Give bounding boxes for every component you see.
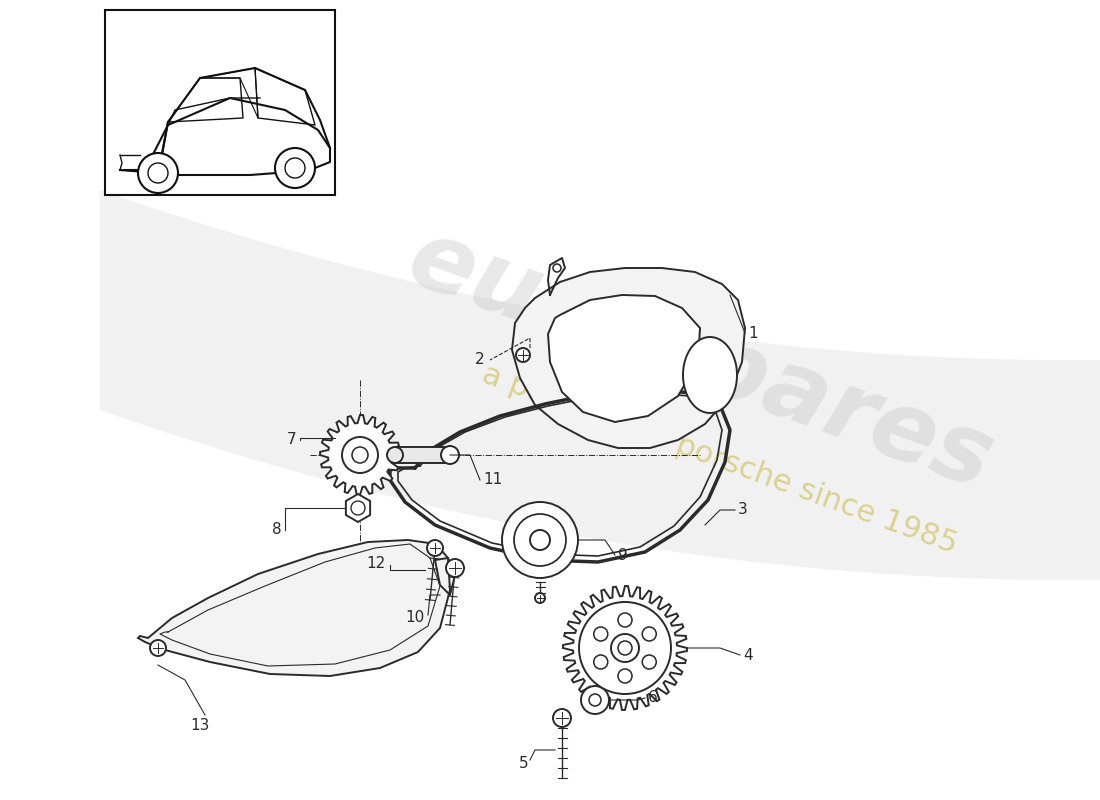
Circle shape (594, 627, 608, 641)
Circle shape (516, 348, 530, 362)
Circle shape (285, 158, 305, 178)
Circle shape (594, 655, 608, 669)
Text: 8: 8 (273, 522, 282, 538)
Circle shape (502, 502, 578, 578)
Polygon shape (683, 337, 737, 413)
Text: 5: 5 (518, 755, 528, 770)
Circle shape (342, 437, 378, 473)
Text: eurospares: eurospares (395, 211, 1005, 509)
Circle shape (610, 634, 639, 662)
Text: 6: 6 (648, 690, 658, 706)
Circle shape (535, 593, 544, 603)
Circle shape (642, 627, 657, 641)
Circle shape (588, 694, 601, 706)
Polygon shape (548, 295, 700, 422)
Text: 3: 3 (738, 502, 748, 518)
Circle shape (642, 655, 657, 669)
Circle shape (514, 514, 566, 566)
Circle shape (148, 163, 168, 183)
Circle shape (352, 447, 368, 463)
Circle shape (530, 530, 550, 550)
Circle shape (618, 613, 632, 627)
Circle shape (581, 686, 609, 714)
Polygon shape (100, 190, 1100, 580)
Polygon shape (320, 415, 400, 495)
Circle shape (618, 641, 632, 655)
Circle shape (275, 148, 315, 188)
Circle shape (351, 501, 365, 515)
Circle shape (446, 559, 464, 577)
Circle shape (387, 447, 403, 463)
Polygon shape (138, 540, 450, 676)
Bar (395, 447, 450, 463)
Polygon shape (563, 586, 688, 710)
Text: 12: 12 (366, 555, 386, 570)
Text: 13: 13 (190, 718, 210, 733)
Circle shape (441, 446, 459, 464)
Text: 10: 10 (406, 610, 425, 626)
Circle shape (618, 669, 632, 683)
Text: 7: 7 (286, 433, 296, 447)
Text: 9: 9 (618, 547, 628, 562)
Circle shape (579, 602, 671, 694)
Circle shape (150, 640, 166, 656)
Bar (104, 10, 336, 195)
Circle shape (553, 709, 571, 727)
Text: 4: 4 (742, 647, 752, 662)
Circle shape (553, 264, 561, 272)
Polygon shape (345, 494, 370, 522)
Circle shape (427, 540, 443, 556)
Text: 11: 11 (483, 473, 503, 487)
Text: a passion for porsche since 1985: a passion for porsche since 1985 (478, 360, 961, 560)
Text: 1: 1 (748, 326, 758, 341)
Polygon shape (512, 268, 745, 448)
Circle shape (138, 153, 178, 193)
Text: 2: 2 (475, 353, 485, 367)
